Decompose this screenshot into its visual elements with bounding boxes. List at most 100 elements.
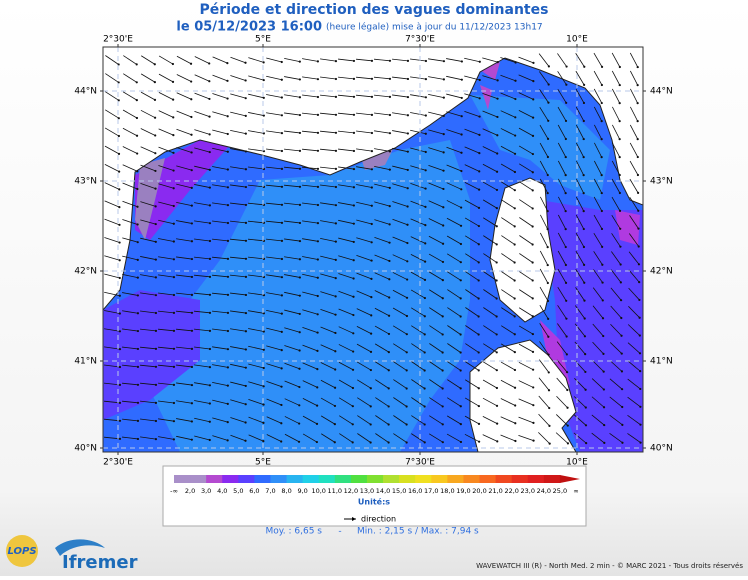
wave-arrow xyxy=(482,75,498,81)
wave-arrow xyxy=(284,416,300,424)
wave-arrow xyxy=(338,148,354,152)
wave-arrow xyxy=(500,434,516,442)
wave-arrow xyxy=(609,360,623,372)
wave-arrowhead xyxy=(441,315,444,318)
wave-arrowhead xyxy=(600,65,604,68)
wave-arrow xyxy=(230,346,246,350)
wave-arrowhead xyxy=(171,80,175,83)
wave-arrow xyxy=(140,274,156,278)
wave-arrowhead xyxy=(370,113,374,116)
wave-arrow xyxy=(629,52,639,68)
wave-arrow xyxy=(158,146,174,154)
wave-arrow xyxy=(338,130,354,134)
wave-arrowhead xyxy=(154,438,158,441)
wave-arrowhead xyxy=(495,207,498,210)
wave-arrowhead xyxy=(316,185,320,188)
wave-arrow xyxy=(428,271,444,281)
wave-arrow xyxy=(104,127,120,137)
wave-arrowhead xyxy=(460,151,463,154)
wave-arrowhead xyxy=(620,370,624,373)
wave-arrow xyxy=(574,378,586,390)
wave-arrow xyxy=(446,235,462,245)
wave-arrowhead xyxy=(172,365,176,368)
wave-arrow xyxy=(212,147,228,153)
wave-arrowhead xyxy=(154,152,157,155)
wave-arrowhead xyxy=(564,155,567,159)
wave-arrowhead xyxy=(118,401,122,404)
wave-arrowhead xyxy=(477,351,480,354)
wave-arrowhead xyxy=(424,132,427,135)
colorbar-cell xyxy=(366,475,384,483)
wave-arrow xyxy=(122,382,138,386)
wave-arrow xyxy=(556,377,568,391)
wave-arrow xyxy=(158,73,174,83)
wave-arrowhead xyxy=(405,423,408,426)
wave-arrow xyxy=(212,364,228,368)
wave-arrow xyxy=(266,130,282,134)
wave-arrow xyxy=(428,235,444,245)
wave-arrowhead xyxy=(208,311,212,314)
wave-arrowhead xyxy=(460,96,463,100)
wave-arrow xyxy=(140,109,156,119)
wave-arrowhead xyxy=(333,441,336,444)
wave-arrowhead xyxy=(423,387,426,390)
wave-arrowhead xyxy=(136,347,140,351)
wave-arrow xyxy=(176,92,192,100)
wave-arrow xyxy=(518,416,534,424)
lat-label: 40°N xyxy=(74,444,97,454)
wave-arrowhead xyxy=(244,239,248,242)
wave-arrow xyxy=(158,364,174,368)
wave-arrowhead xyxy=(208,293,212,296)
wave-arrowhead xyxy=(582,209,585,213)
wave-arrowhead xyxy=(298,258,302,261)
wave-arrowhead xyxy=(334,149,338,152)
wave-arrowhead xyxy=(584,424,588,427)
wave-arrow xyxy=(573,396,587,408)
wave-arrowhead xyxy=(208,239,212,243)
wave-arrowhead xyxy=(244,61,247,64)
wave-arrow xyxy=(446,111,462,117)
wave-arrowhead xyxy=(513,261,516,264)
wave-arrowhead xyxy=(352,149,356,153)
colorbar-cell xyxy=(318,475,336,483)
wave-arrowhead xyxy=(298,185,302,188)
wave-arrow xyxy=(176,165,192,171)
wave-arrow xyxy=(483,325,497,335)
wave-arrowhead xyxy=(190,365,194,369)
wave-arrow xyxy=(230,75,246,81)
wave-arrow xyxy=(575,232,585,248)
wave-arrow xyxy=(410,112,426,116)
wave-arrowhead xyxy=(351,368,355,371)
wave-arrowhead xyxy=(189,62,193,65)
wave-arrow xyxy=(194,220,210,224)
wave-arrowhead xyxy=(495,404,499,407)
wave-arrow xyxy=(266,238,282,242)
wave-arrow xyxy=(392,112,408,116)
wave-arrow xyxy=(574,323,586,337)
wave-arrowhead xyxy=(316,167,320,170)
wave-arrowhead xyxy=(244,150,247,153)
wave-arrowhead xyxy=(154,347,158,350)
wave-arrowhead xyxy=(618,65,621,69)
credits: WAVEWATCH III (R) - North Med. 2 min - ©… xyxy=(476,562,743,570)
wave-arrow xyxy=(574,341,586,355)
wave-arrowhead xyxy=(316,203,320,207)
wave-arrow xyxy=(612,124,620,140)
wave-arrow xyxy=(410,165,426,171)
wave-arrowhead xyxy=(208,62,211,65)
wave-arrow xyxy=(176,382,192,386)
wave-arrow xyxy=(500,92,516,100)
wave-arrow xyxy=(539,178,549,194)
wave-arrowhead xyxy=(460,169,463,173)
colorbar-cell xyxy=(174,475,191,483)
wave-arrowhead xyxy=(153,116,157,119)
colorbar-label: 5,0 xyxy=(233,487,243,495)
wave-arrow xyxy=(338,290,354,298)
wave-arrowhead xyxy=(298,60,301,63)
wave-arrowhead xyxy=(531,243,534,246)
wave-arrowhead xyxy=(136,329,140,333)
wave-arrow xyxy=(176,238,192,242)
wave-arrowhead xyxy=(370,204,373,207)
colorbar-cell xyxy=(479,475,497,483)
wave-arrowhead xyxy=(244,311,248,315)
